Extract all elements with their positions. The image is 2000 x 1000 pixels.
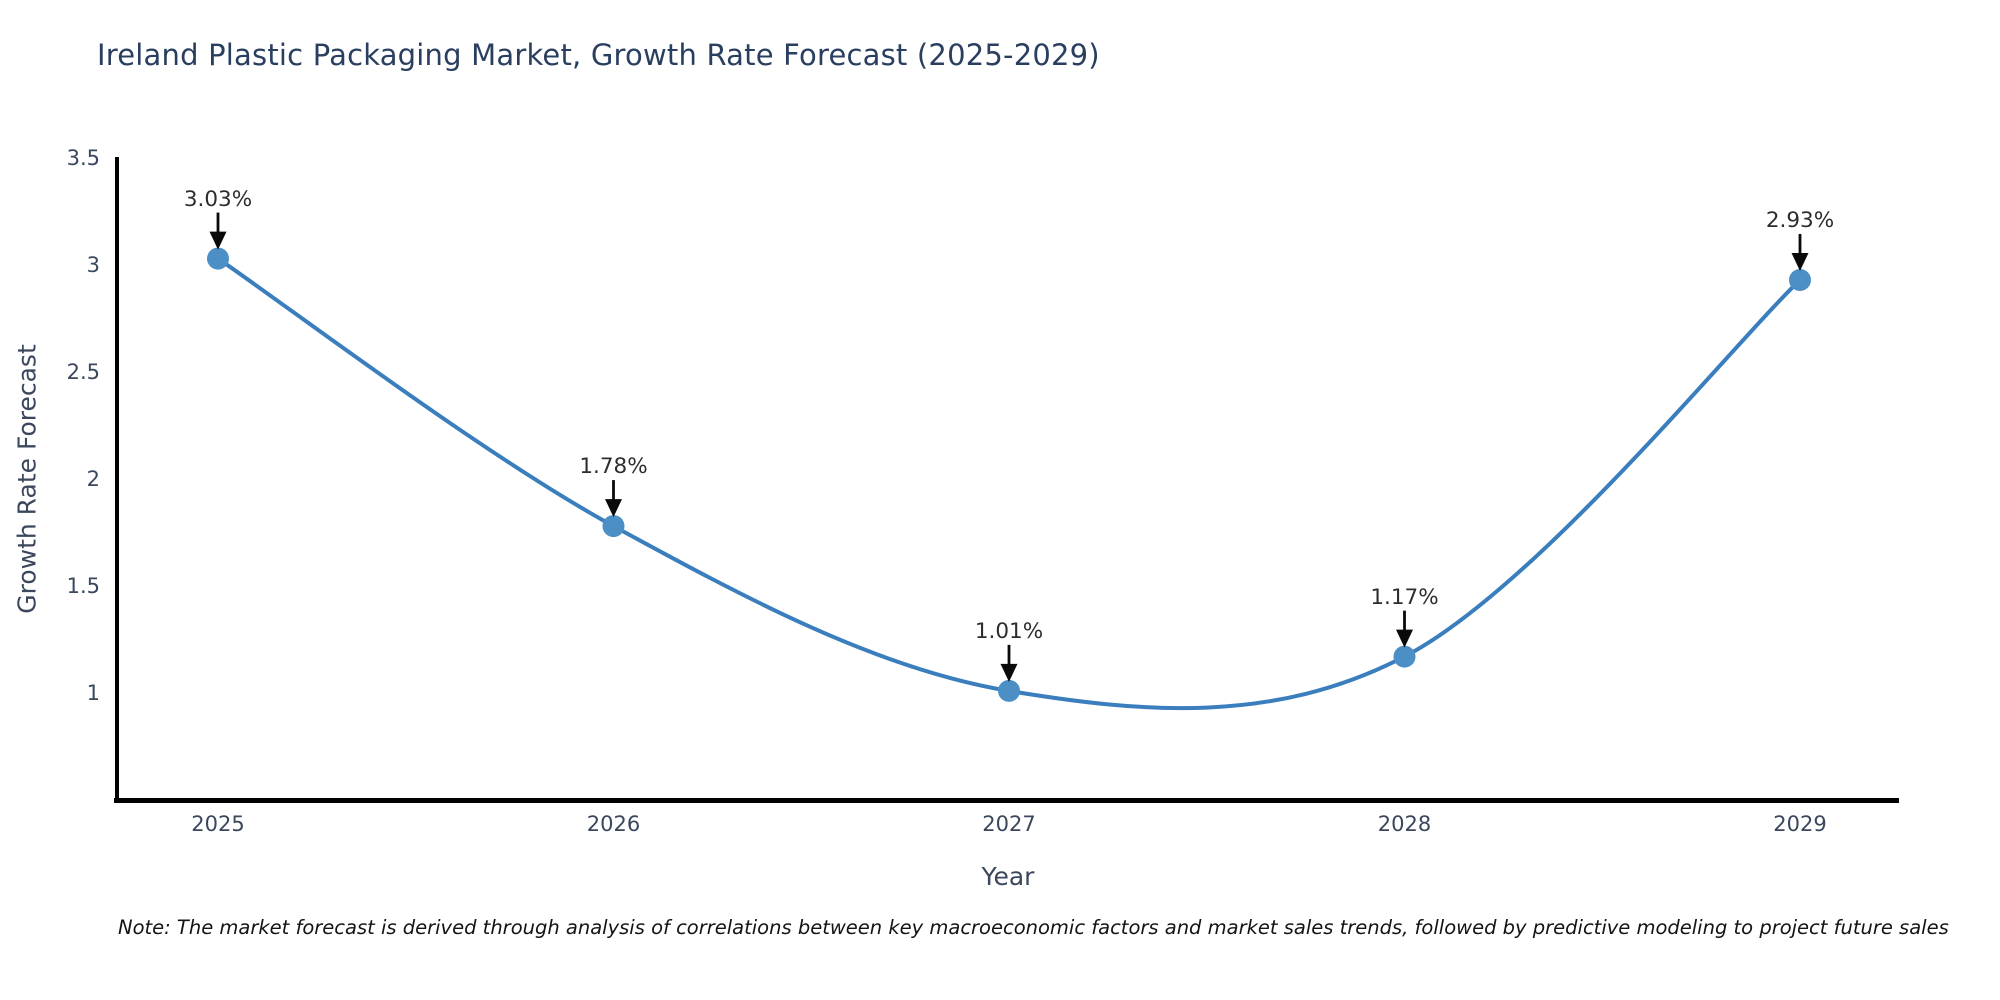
point-label-2026: 1.78% [579,454,648,480]
x-tick-label-2029: 2029 [1773,812,1827,836]
point-label-2029: 2.93% [1765,207,1835,233]
annotation-arrowhead-icon [1791,252,1809,271]
y-tick-label-3: 3 [86,253,100,277]
x-tick-label-2026: 2026 [586,812,641,836]
x-axis-title: Year [981,862,1035,891]
data-point-2029 [1789,268,1811,291]
data-point-2026 [602,515,625,538]
point-label-2028: 1.17% [1370,584,1439,610]
data-point-2028 [1393,645,1416,668]
annotation-arrowhead-icon [605,499,622,518]
annotation-arrowhead-icon [1396,629,1413,648]
data-point-2027 [998,679,1020,702]
point-label-2025: 3.03% [183,186,253,212]
x-tick-label-2028: 2028 [1377,812,1432,836]
y-tick-label-2.5: 2.5 [66,360,100,384]
x-tick-label-2027: 2027 [982,812,1036,836]
x-tick-label-2025: 2025 [191,812,245,836]
point-label-2027: 1.01% [974,618,1044,644]
y-tick-label-2: 2 [86,467,100,491]
y-tick-label-3.5: 3.5 [66,146,100,170]
chart-title: Ireland Plastic Packaging Market, Growth… [97,38,1100,72]
y-tick-label-1: 1 [86,681,100,705]
annotation-arrowhead-icon [209,231,227,250]
y-axis-title: Growth Rate Forecast [12,344,42,614]
data-point-2025 [207,247,229,270]
annotation-arrowhead-icon [1000,663,1018,682]
y-tick-label-1.5: 1.5 [66,574,100,598]
footnote: Note: The market forecast is derived thr… [118,916,1949,939]
